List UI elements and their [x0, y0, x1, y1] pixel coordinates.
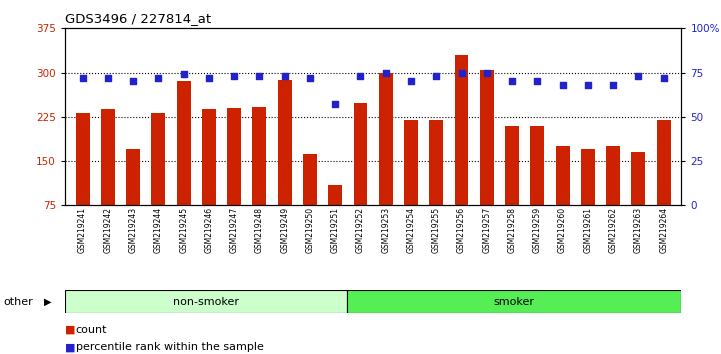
Bar — [328, 185, 342, 205]
Point — [279, 73, 291, 79]
Point — [102, 75, 114, 81]
Bar — [151, 113, 165, 205]
Bar — [505, 126, 519, 205]
Bar — [606, 146, 620, 205]
Point — [355, 73, 366, 79]
Bar — [202, 109, 216, 205]
Bar — [177, 81, 190, 205]
Bar — [101, 109, 115, 205]
Point — [254, 73, 265, 79]
Bar — [657, 120, 671, 205]
Point — [557, 82, 568, 88]
Point — [405, 79, 417, 84]
Text: percentile rank within the sample: percentile rank within the sample — [76, 342, 264, 352]
Text: ▶: ▶ — [44, 297, 51, 307]
Point — [304, 75, 316, 81]
Point — [582, 82, 593, 88]
Bar — [353, 103, 368, 205]
Bar — [303, 154, 317, 205]
Bar — [76, 113, 89, 205]
Text: non-smoker: non-smoker — [173, 297, 239, 307]
Point — [128, 79, 139, 84]
Text: smoker: smoker — [494, 297, 535, 307]
Bar — [65, 290, 348, 313]
Point — [229, 73, 240, 79]
Bar — [531, 126, 544, 205]
Text: other: other — [4, 297, 33, 307]
Point — [380, 70, 392, 75]
Bar — [126, 149, 140, 205]
Text: GDS3496 / 227814_at: GDS3496 / 227814_at — [65, 12, 211, 25]
Point — [607, 82, 619, 88]
Point — [203, 75, 215, 81]
Bar — [556, 146, 570, 205]
Point — [153, 75, 164, 81]
Point — [329, 102, 341, 107]
Text: count: count — [76, 325, 107, 335]
Bar — [252, 107, 266, 205]
Point — [77, 75, 89, 81]
Point — [456, 70, 467, 75]
Point — [658, 75, 669, 81]
Point — [430, 73, 442, 79]
Point — [178, 72, 190, 77]
Text: ■: ■ — [65, 342, 76, 352]
Bar — [379, 73, 393, 205]
Bar — [429, 120, 443, 205]
Bar — [404, 120, 418, 205]
Point — [632, 73, 644, 79]
Bar — [480, 70, 494, 205]
Bar — [632, 152, 645, 205]
Bar — [581, 149, 595, 205]
Bar — [278, 80, 291, 205]
Point — [531, 79, 543, 84]
Bar — [455, 55, 469, 205]
Point — [506, 79, 518, 84]
Point — [481, 70, 492, 75]
Text: ■: ■ — [65, 325, 76, 335]
Bar — [348, 290, 681, 313]
Bar — [227, 108, 241, 205]
